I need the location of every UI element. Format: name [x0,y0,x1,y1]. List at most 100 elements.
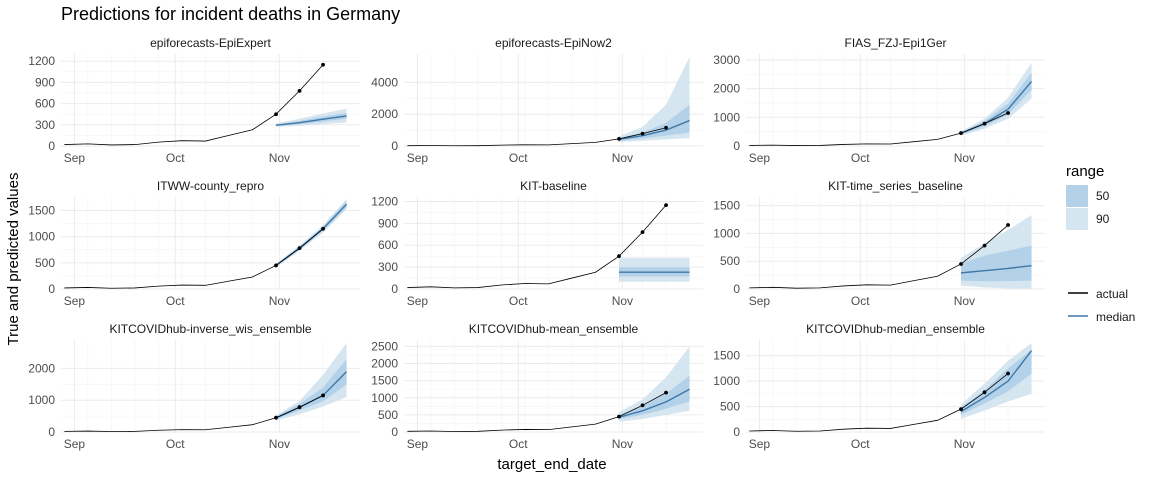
actual-point [617,414,621,419]
chart-title: Predictions for incident deaths in Germa… [61,4,400,24]
x-tick-label: Nov [954,151,975,165]
y-tick-label: 1000 [713,110,740,124]
y-tick-label: 300 [35,118,55,132]
y-tick-label: 600 [378,238,398,252]
y-tick-label: 1500 [713,199,740,213]
x-tick-label: Oct [509,294,528,308]
panel-6: KIT-time_series_baseline 0 500 1000 1500 Sep O… [713,179,1045,308]
actual-point [664,203,668,208]
actual-point [1006,111,1010,115]
y-tick-label: 900 [378,216,398,230]
y-tick-label: 500 [720,400,740,414]
median-line [275,115,347,126]
x-tick-label: Sep [64,294,86,308]
actual-point [297,89,302,93]
panel-title: FIAS_FZJ-Epi1Ger [844,36,946,50]
actual-point [1006,371,1010,376]
y-tick-label: 2000 [371,357,398,371]
panel-title: KITCOVIDhub-median_ensemble [806,322,985,336]
actual-point [617,136,621,141]
x-tick-label: Nov [269,294,290,308]
panel-3: FIAS_FZJ-Epi1Ger 0 1000 2000 3000 Sep Oct Nov [713,36,1045,165]
y-axis-title: True and predicted values [5,173,22,346]
band-50 [276,112,347,126]
actual-point [640,403,645,408]
panel-title: KIT-baseline [520,179,587,193]
panel-8: KITCOVIDhub-mean_ensemble 0 500 1000 1500 200… [371,322,703,451]
legend-label-50: 50 [1096,189,1110,203]
median-line [960,264,1032,274]
band-50 [961,72,1032,135]
legend-label-median: median [1096,310,1135,324]
x-tick-label: Oct [851,437,870,451]
y-tick-label: 0 [391,282,398,296]
x-tick-label: Nov [612,294,633,308]
band-50 [619,104,690,141]
facet-panels: epiforecasts-EpiExpert 0 300 600 900 1200 Sep O… [28,36,1045,451]
y-tick-label: 0 [733,282,740,296]
y-tick-label: 0 [48,425,55,439]
actual-point [274,415,278,420]
x-tick-label: Sep [64,151,86,165]
panel-9: KITCOVIDhub-median_ensemble 0 500 1000 1500 S… [713,322,1045,451]
legend-label-actual: actual [1096,287,1128,301]
y-tick-label: 2500 [371,339,398,353]
actual-line [64,228,324,289]
actual-point [321,62,325,67]
median-line [618,119,690,141]
y-tick-label: 0 [733,425,740,439]
x-tick-label: Sep [64,437,86,451]
panel-title: epiforecasts-EpiNow2 [495,36,612,50]
legend: range 50 90 actual median [1066,163,1135,324]
actual-point [274,263,278,268]
median-line [960,350,1033,413]
panel-7: KITCOVIDhub-inverse_wis_ensemble 0 1000 200… [28,322,360,451]
actual-point [640,131,645,136]
y-tick-label: 1000 [371,391,398,405]
actual-point [321,393,325,398]
x-tick-label: Oct [166,437,185,451]
y-tick-label: 1500 [713,349,740,363]
y-tick-label: 0 [733,139,740,153]
actual-line [64,395,324,432]
legend-label-90: 90 [1096,212,1110,226]
actual-point [274,112,278,117]
panel-title: KITCOVIDhub-inverse_wis_ensemble [109,322,311,336]
x-tick-label: Oct [509,151,528,165]
x-tick-label: Oct [851,151,870,165]
x-axis-title: target_end_date [497,456,606,473]
y-tick-label: 1000 [28,230,55,244]
y-tick-label: 1000 [28,393,55,407]
panel-4: ITWW-county_repro 0 500 1000 1500 Sep Oct Nov [28,179,360,308]
y-tick-label: 0 [48,282,55,296]
panel-title: epiforecasts-EpiExpert [150,36,271,50]
panel-title: KIT-time_series_baseline [828,179,963,193]
actual-line [64,64,324,146]
y-tick-label: 500 [35,256,55,270]
band-50 [961,245,1032,282]
x-tick-label: Sep [749,294,771,308]
actual-point [297,246,302,251]
x-tick-label: Oct [509,437,528,451]
x-tick-label: Sep [407,151,429,165]
actual-point [664,390,668,395]
x-tick-label: Sep [407,437,429,451]
x-tick-label: Oct [166,294,185,308]
panel-1: epiforecasts-EpiExpert 0 300 600 900 1200 Sep O… [28,36,360,165]
panel-title: ITWW-county_repro [157,179,264,193]
x-tick-label: Nov [269,151,290,165]
x-tick-label: Oct [166,151,185,165]
y-tick-label: 2000 [28,361,55,375]
y-tick-label: 2000 [371,107,398,121]
panel-title: KITCOVIDhub-mean_ensemble [469,322,639,336]
y-tick-label: 0 [391,139,398,153]
y-tick-label: 600 [35,97,55,111]
y-tick-label: 2000 [713,82,740,96]
x-tick-label: Nov [954,437,975,451]
y-tick-label: 1000 [713,226,740,240]
actual-point [664,125,668,130]
y-tick-label: 3000 [713,53,740,67]
actual-point [982,121,987,126]
actual-point [617,254,621,259]
actual-point [959,262,963,266]
